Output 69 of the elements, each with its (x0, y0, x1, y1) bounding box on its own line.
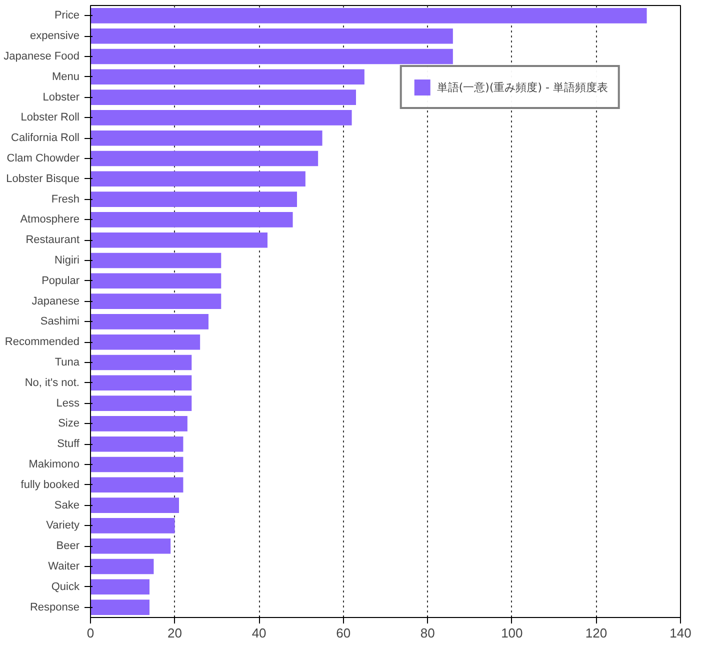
bar (90, 579, 150, 595)
x-tick-label: 60 (336, 626, 351, 640)
y-tick-label: Japanese (32, 295, 80, 308)
bar (90, 212, 293, 228)
y-tick-label: Menu (52, 70, 80, 83)
x-tick-label: 0 (86, 626, 94, 640)
bar (90, 90, 356, 105)
y-tick-label: fully booked (20, 478, 80, 491)
x-tick-label: 120 (585, 626, 608, 640)
y-tick-label: California Roll (11, 132, 80, 144)
y-tick-label: Beer (56, 540, 80, 552)
y-tick-label: Waiter (48, 560, 80, 572)
y-tick-label: Popular (42, 274, 80, 287)
bar (90, 314, 208, 330)
y-tick-label: Restaurant (26, 234, 80, 246)
y-tick-label: Stuff (57, 438, 80, 450)
bar (90, 171, 306, 187)
y-tick-label: Makimono (28, 458, 80, 470)
y-tick-label: Lobster Roll (20, 112, 80, 124)
bar (90, 252, 222, 268)
bar (90, 477, 184, 493)
bar (90, 130, 322, 146)
y-tick-label: Japanese Food (4, 50, 80, 62)
bar (90, 334, 200, 350)
y-tick-label: Sashimi (40, 316, 80, 328)
x-tick-label: 80 (420, 626, 435, 640)
y-tick-label: Fresh (51, 193, 80, 206)
bar (90, 558, 154, 574)
bar (90, 354, 192, 370)
y-tick-label: Size (58, 418, 80, 430)
y-tick-label: Recommended (4, 336, 80, 348)
bar (90, 48, 453, 64)
x-tick-label: 140 (670, 626, 692, 640)
bar (90, 600, 150, 615)
y-tick-label: expensive (30, 30, 80, 42)
y-tick-label: Tuna (54, 356, 80, 368)
bar (90, 28, 453, 44)
bar (90, 294, 222, 309)
y-tick-label: Lobster Bisque (6, 172, 80, 185)
bar (90, 375, 192, 391)
y-tick-label: Clam Chowder (6, 152, 80, 164)
bar (90, 110, 352, 126)
bar (90, 518, 175, 534)
bar (90, 436, 184, 452)
legend-label: 単語(一意)(重み頻度) - 単語頻度表 (436, 80, 608, 94)
bar (90, 416, 188, 432)
y-tick-label: Variety (46, 520, 80, 532)
bar (90, 396, 192, 411)
y-tick-label: Atmosphere (20, 214, 80, 226)
bar (90, 8, 647, 24)
bar (90, 456, 184, 472)
bar (90, 538, 171, 554)
bar (90, 150, 318, 166)
y-tick-label: Lobster (42, 91, 80, 104)
y-tick-label: Sake (54, 499, 80, 512)
y-tick-label: Price (54, 10, 80, 22)
y-tick-label: Nigiri (54, 254, 80, 266)
bar (90, 192, 297, 207)
y-tick-label: No, it's not. (24, 376, 80, 389)
y-tick-label: Less (56, 397, 80, 410)
bar (90, 273, 222, 289)
y-tick-label: Quick (51, 580, 80, 593)
x-tick-label: 40 (252, 626, 266, 640)
y-tick-label: Response (30, 601, 80, 614)
bar (90, 498, 179, 513)
x-tick-label: 100 (501, 626, 523, 640)
bar (90, 232, 268, 248)
x-tick-label: 20 (168, 626, 182, 640)
bar (90, 69, 364, 85)
